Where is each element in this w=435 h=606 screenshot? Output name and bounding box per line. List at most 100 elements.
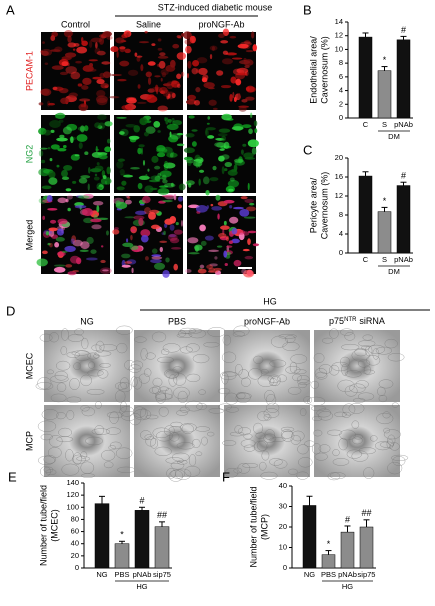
micrograph: [306, 328, 405, 407]
signal: [130, 229, 136, 232]
cell: [201, 436, 208, 446]
signal: [156, 145, 166, 152]
signal: [191, 129, 198, 132]
cell: [165, 370, 179, 379]
signal: [47, 207, 58, 211]
signal: [229, 35, 237, 39]
group-header: STZ-induced diabetic mouse: [158, 2, 273, 12]
label-part: siRNA: [359, 316, 385, 326]
signal: [191, 141, 197, 147]
cell: [188, 328, 202, 334]
signal: [125, 195, 129, 198]
signal: [237, 92, 241, 100]
signal: [154, 84, 159, 92]
cell: [293, 369, 307, 375]
y-tick-label: 4: [339, 86, 343, 95]
micrograph: [114, 115, 186, 195]
cell: [195, 426, 211, 432]
signal: [191, 67, 199, 75]
cell: [185, 400, 203, 412]
signal: [216, 70, 224, 76]
x-tick-label: NG: [304, 570, 315, 579]
cell: [313, 429, 323, 437]
micrograph: [35, 325, 135, 403]
signal: [106, 176, 111, 185]
cell: [348, 402, 365, 414]
cell: [151, 331, 167, 343]
signal: [100, 82, 109, 89]
signal: [92, 76, 102, 80]
signal: [121, 264, 131, 268]
signal: [229, 216, 239, 224]
signal: [96, 50, 106, 56]
signal: [57, 148, 67, 152]
signal: [207, 270, 219, 273]
signal: [50, 219, 57, 224]
cell: [378, 394, 388, 403]
row-label: MCP: [24, 431, 34, 451]
signal: [161, 195, 174, 198]
signal: [116, 50, 119, 58]
signal: [102, 269, 109, 272]
signal: [248, 128, 253, 135]
signal: [242, 124, 252, 129]
cell: [329, 472, 346, 480]
signal: [154, 165, 161, 170]
cell: [103, 461, 114, 469]
cell: [218, 403, 232, 411]
cell: [134, 336, 147, 343]
cell: [291, 430, 305, 442]
cell: [60, 346, 68, 356]
signal: [170, 59, 176, 68]
cell: [39, 333, 53, 342]
cell: [332, 449, 340, 457]
cell: [186, 373, 201, 383]
signal: [221, 135, 227, 142]
bar: [302, 505, 317, 569]
y-tick-label: 140: [66, 478, 79, 487]
cell: [132, 377, 143, 390]
cell: [170, 461, 185, 470]
cell: [310, 405, 327, 412]
signal: [140, 64, 144, 72]
cell: [116, 342, 128, 354]
signal: [112, 229, 120, 235]
signal: [188, 182, 192, 188]
signal: [164, 160, 169, 168]
signal: [142, 160, 146, 166]
cell: [387, 461, 403, 475]
signal: [238, 106, 247, 112]
signal: [235, 78, 242, 86]
cell: [375, 346, 392, 355]
cell: [173, 373, 187, 386]
signal: [178, 183, 186, 191]
signal: [161, 72, 167, 78]
micrograph-bg: [224, 330, 310, 402]
cell: [225, 406, 239, 413]
group-label: DM: [388, 267, 400, 276]
y-axis-label: Cavernosum (%): [319, 172, 329, 240]
cell: [236, 392, 252, 400]
signal: [209, 45, 218, 51]
signal: [223, 220, 227, 226]
cell: [179, 406, 190, 413]
signal: [192, 59, 200, 67]
bar: [359, 526, 374, 569]
cell: [177, 390, 188, 404]
signal: [169, 237, 180, 244]
micrograph: [108, 30, 187, 112]
signal: [230, 76, 237, 84]
signal: [49, 157, 53, 162]
cell: [334, 411, 347, 418]
signal: [126, 31, 130, 38]
cell: [81, 473, 95, 478]
signal: [72, 48, 76, 51]
signal: [168, 93, 171, 99]
signal: [92, 200, 104, 206]
signal: [225, 52, 238, 56]
x-tick-label: PBS: [114, 570, 129, 579]
signal: [244, 157, 255, 160]
signal: [218, 128, 231, 133]
signal: [157, 188, 170, 195]
micrograph-bg: [134, 330, 220, 402]
